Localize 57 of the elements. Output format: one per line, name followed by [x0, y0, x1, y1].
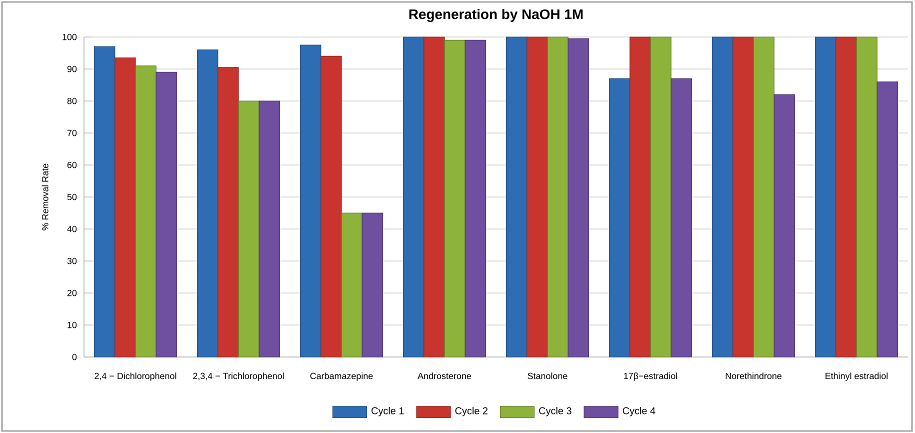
- legend-label: Cycle 4: [622, 406, 656, 416]
- y-tick-label: 10: [68, 322, 77, 328]
- bar: [774, 94, 795, 358]
- bar: [94, 46, 116, 358]
- bar: [876, 81, 898, 358]
- x-tick-label: 2,4 − Dichlorophenol: [94, 372, 176, 381]
- bar: [218, 67, 239, 358]
- y-tick-label: 80: [67, 98, 77, 104]
- legend-label: Cycle 2: [455, 406, 488, 416]
- legend-label: Cycle 3: [539, 406, 572, 416]
- bar: [856, 36, 878, 358]
- bar: [608, 78, 630, 358]
- bar: [135, 65, 156, 358]
- bar: [670, 78, 692, 358]
- y-tick-label: 100: [62, 34, 77, 40]
- y-tick-label: 60: [67, 162, 77, 168]
- bar: [630, 36, 651, 358]
- bar: [712, 36, 734, 358]
- y-axis-title: % Removal Rate: [42, 164, 48, 230]
- bar: [836, 36, 857, 358]
- bar: [196, 49, 218, 358]
- y-tick-label: 50: [67, 194, 77, 200]
- bar: [424, 36, 445, 358]
- bar: [238, 100, 260, 358]
- bar: [732, 36, 754, 358]
- y-tick-label: 20: [67, 290, 77, 296]
- bar: [320, 56, 342, 358]
- x-tick-label: 17β−estradiol: [624, 372, 678, 381]
- y-tick-label: 90: [67, 66, 77, 72]
- y-tick-label: 70: [67, 130, 77, 136]
- bar: [464, 40, 486, 358]
- y-tick-label: 30: [67, 258, 77, 264]
- y-tick-label: 0: [72, 354, 77, 360]
- x-tick-label: Ethinyl estradiol: [826, 372, 888, 381]
- bar: [300, 44, 322, 358]
- bar: [362, 212, 383, 358]
- bar: [547, 36, 568, 358]
- bar: [444, 40, 466, 358]
- bar: [814, 36, 836, 358]
- y-tick-label: 40: [67, 226, 77, 232]
- bar: [568, 38, 589, 358]
- x-tick-label: Norethindrone: [726, 372, 782, 380]
- bar: [258, 100, 280, 358]
- bar: [156, 72, 178, 358]
- bar: [526, 36, 548, 358]
- legend-label: Cycle 1: [372, 406, 404, 416]
- chart-title: Regeneration by NaOH 1M: [409, 8, 583, 22]
- bar: [114, 57, 136, 358]
- bar: [341, 212, 362, 358]
- bar: [402, 36, 424, 358]
- bar: [506, 36, 528, 358]
- x-tick-label: 2,3,4 − Trichlorophenol: [193, 372, 284, 381]
- x-tick-label: Androsterone: [418, 372, 472, 380]
- x-tick-label: Stanolone: [528, 372, 568, 380]
- x-tick-label: Carbamazepine: [310, 372, 373, 381]
- bar: [753, 36, 774, 358]
- bar: [650, 36, 672, 358]
